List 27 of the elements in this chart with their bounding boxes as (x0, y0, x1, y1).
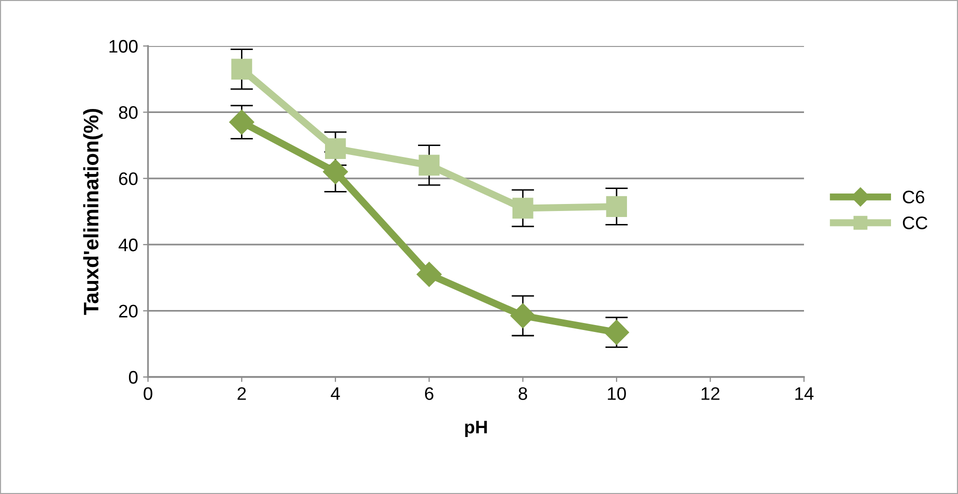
point (231, 58, 252, 80)
point (512, 198, 534, 219)
legend-label: C6 (902, 190, 924, 204)
x-tick-label: 0 (144, 387, 152, 400)
y-tick-label: 20 (119, 304, 138, 318)
x-tick-label: 8 (518, 387, 528, 400)
y-tick-label: 60 (119, 172, 138, 186)
x-tick-label: 4 (330, 387, 340, 400)
point (325, 138, 346, 160)
point (416, 262, 442, 287)
x-axis-title: pH (465, 420, 487, 438)
y-tick-label: 0 (128, 370, 138, 384)
point (606, 196, 627, 217)
y-tick-label: 80 (118, 106, 138, 119)
x-tick-label: 14 (795, 387, 814, 400)
y-tick-label: 40 (118, 238, 138, 252)
x-tick-label: 6 (425, 387, 434, 400)
y-tick-label: 100 (110, 40, 138, 53)
point (322, 159, 348, 184)
x-tick-label: 2 (238, 387, 246, 400)
y-axis-title: Tauxd'elimination(%) (83, 108, 103, 315)
x-tick-label: 10 (608, 387, 626, 400)
x-tick-label: 12 (702, 387, 720, 400)
point (418, 154, 440, 176)
point (229, 110, 254, 135)
legend-label: CC (902, 216, 928, 230)
point (510, 303, 536, 328)
